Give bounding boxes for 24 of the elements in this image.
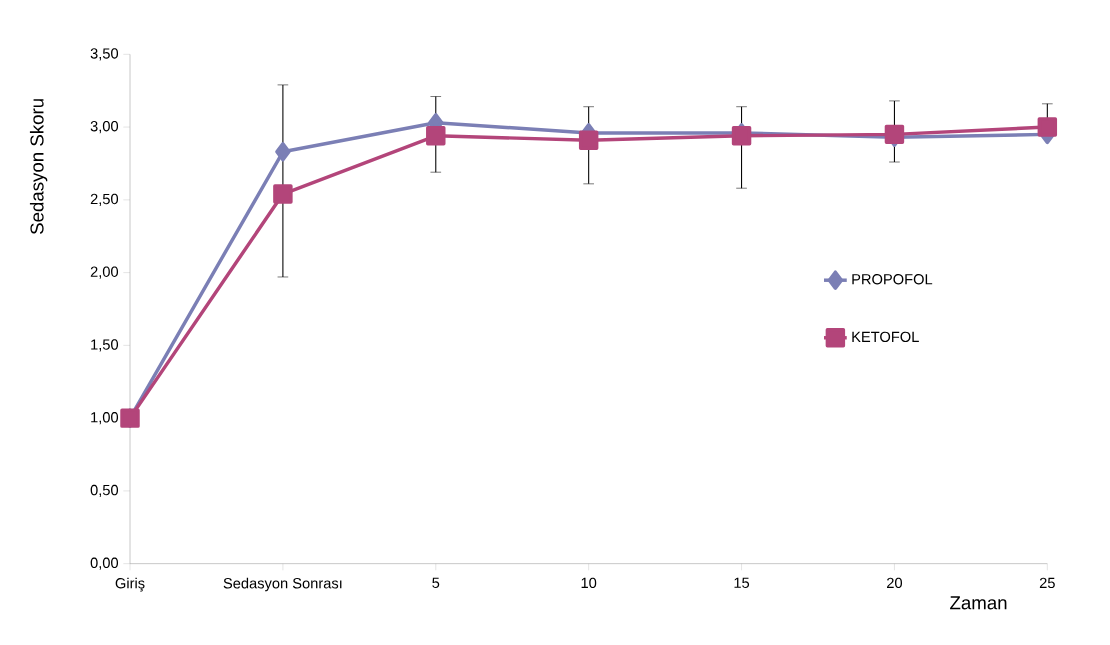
legend-label: PROPOFOL bbox=[852, 274, 933, 285]
x-tick-label: Giriş bbox=[115, 577, 145, 592]
y-tick-label: 2,50 bbox=[90, 193, 119, 206]
x-tick-label: 10 bbox=[581, 577, 597, 589]
y-tick-label: 1,00 bbox=[91, 412, 119, 425]
x-tick-label: 25 bbox=[1039, 577, 1055, 589]
x-axis-title: Zaman bbox=[950, 596, 1007, 610]
point bbox=[426, 126, 446, 146]
y-tick-label: 2,00 bbox=[90, 266, 119, 279]
y-tick-label: 1,50 bbox=[91, 339, 119, 352]
point bbox=[275, 142, 291, 162]
y-tick-label: 3,50 bbox=[90, 48, 119, 61]
point bbox=[578, 130, 599, 150]
y-tick-label: 0,50 bbox=[90, 484, 119, 497]
x-tick-label: 5 bbox=[432, 577, 440, 588]
y-tick-label: 3,00 bbox=[90, 121, 119, 134]
point bbox=[1037, 117, 1058, 137]
point bbox=[273, 184, 293, 204]
x-tick-label: 20 bbox=[887, 577, 903, 589]
x-tick-label: Sedasyon Sonrası bbox=[223, 577, 342, 592]
y-tick-label: 0,00 bbox=[90, 557, 119, 570]
x-tick-label: 15 bbox=[734, 577, 750, 588]
legend-label: KETOFOL bbox=[852, 331, 919, 343]
y-axis-title: Sedasyon Skoru bbox=[29, 99, 48, 235]
